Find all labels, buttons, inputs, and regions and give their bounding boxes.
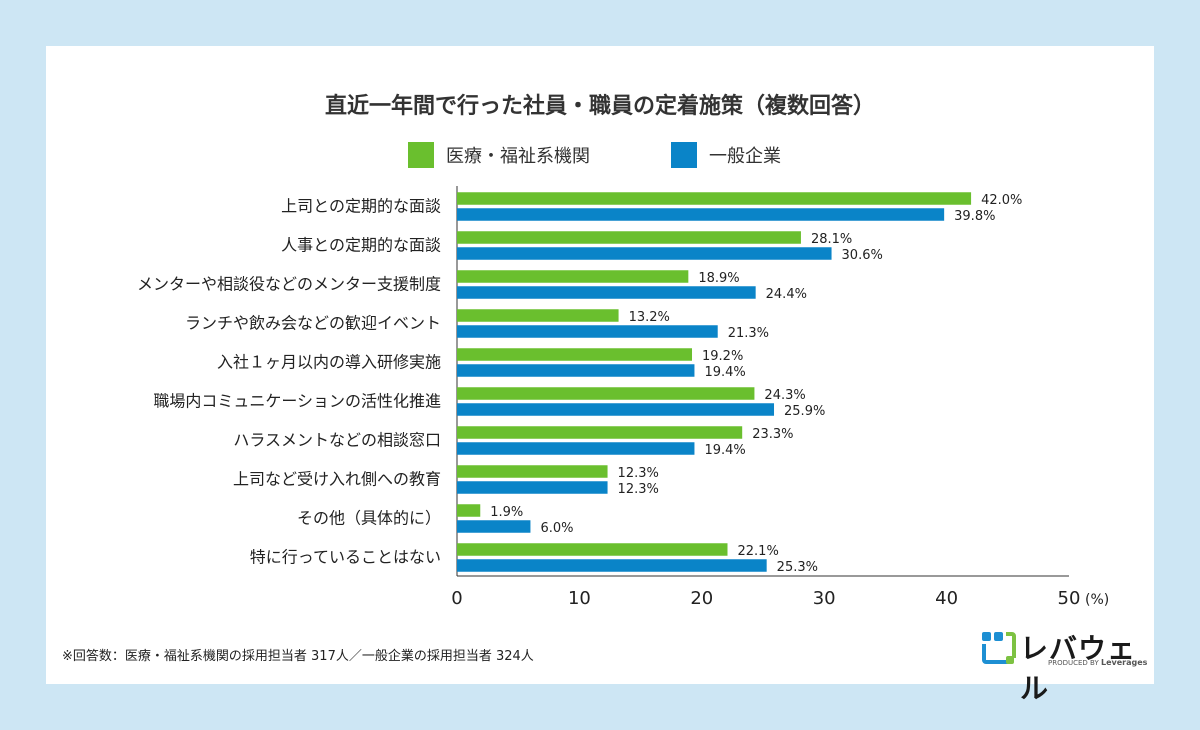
- footnote: ※回答数：医療・福祉系機関の採用担当者 317人／一般企業の採用担当者 324人: [62, 649, 534, 664]
- data-label: 6.0%: [540, 521, 573, 536]
- bar-medical: [457, 270, 689, 283]
- bar-medical: [457, 504, 481, 517]
- category-label: ハラスメントなどの相談窓口: [233, 431, 441, 450]
- bar-general: [457, 559, 767, 572]
- bar-general: [457, 481, 608, 494]
- chart-title: 直近一年間で行った社員・職員の定着施策（複数回答）: [324, 94, 875, 119]
- data-label: 25.9%: [784, 404, 825, 419]
- data-label: 23.3%: [752, 427, 793, 442]
- data-label: 39.8%: [954, 209, 995, 224]
- category-label: 職場内コミュニケーションの活性化推進: [153, 392, 441, 411]
- data-label: 22.1%: [738, 544, 779, 559]
- category-label: 上司など受け入れ側への教育: [233, 470, 441, 489]
- bar-general: [457, 286, 756, 299]
- category-label: 上司との定期的な面談: [281, 197, 441, 216]
- x-tick-label: 30: [813, 588, 836, 609]
- category-label: メンターや相談役などのメンター支援制度: [137, 275, 441, 294]
- x-tick-label: 0: [451, 588, 462, 609]
- data-label: 19.4%: [704, 365, 745, 380]
- category-label: 特に行っていることはない: [250, 548, 441, 567]
- logo-produced-by: PRODUCED BY Leverages: [1048, 658, 1148, 667]
- x-tick-label: 50: [1058, 588, 1081, 609]
- data-label: 18.9%: [698, 271, 739, 286]
- logo-name: レバウェル: [1020, 632, 1137, 705]
- data-label: 13.2%: [629, 310, 670, 325]
- bar-general: [457, 403, 775, 416]
- bar-medical: [457, 543, 728, 556]
- bar-general: [457, 364, 695, 377]
- data-label: 28.1%: [811, 232, 852, 247]
- logo: レバウェル PRODUCED BY Leverages: [980, 628, 1147, 705]
- legend-swatch-medical: [408, 142, 434, 168]
- bar-medical: [457, 231, 801, 244]
- legend-item-medical: 医療・福祉系機関: [408, 142, 590, 168]
- bar-general: [457, 520, 531, 533]
- bar-general: [457, 247, 832, 260]
- bar-medical: [457, 348, 693, 361]
- x-tick-label: 40: [935, 588, 958, 609]
- data-label: 30.6%: [842, 248, 883, 263]
- data-label: 12.3%: [618, 466, 659, 481]
- bar-medical: [457, 426, 743, 439]
- data-label: 24.3%: [764, 388, 805, 403]
- chart-legend: 医療・福祉系機関 一般企業: [0, 142, 1200, 172]
- x-tick-label: 10: [568, 588, 591, 609]
- bar-general: [457, 325, 718, 338]
- legend-item-general: 一般企業: [671, 142, 781, 168]
- category-label: ランチや飲み会などの歓迎イベント: [185, 314, 441, 333]
- data-label: 25.3%: [777, 560, 818, 575]
- bar-medical: [457, 192, 972, 205]
- category-label: その他（具体的に）: [297, 509, 441, 528]
- bar-general: [457, 442, 695, 455]
- leverages-logo-icon: [982, 632, 1016, 664]
- data-label: 12.3%: [618, 482, 659, 497]
- x-tick-label: 20: [690, 588, 713, 609]
- data-label: 42.0%: [981, 193, 1022, 208]
- bar-medical: [457, 387, 755, 400]
- legend-label-general: 一般企業: [709, 146, 781, 167]
- bar-medical: [457, 309, 619, 322]
- data-label: 24.4%: [766, 287, 807, 302]
- data-label: 1.9%: [490, 505, 523, 520]
- data-label: 19.2%: [702, 349, 743, 364]
- legend-swatch-general: [671, 142, 697, 168]
- legend-label-medical: 医療・福祉系機関: [446, 146, 590, 167]
- data-label: 21.3%: [728, 326, 769, 341]
- x-unit-label: (%): [1085, 592, 1109, 608]
- data-label: 19.4%: [704, 443, 745, 458]
- category-label: 入社１ヶ月以内の導入研修実施: [217, 353, 441, 372]
- category-label: 人事との定期的な面談: [281, 236, 441, 255]
- bar-general: [457, 208, 945, 221]
- bar-medical: [457, 465, 608, 478]
